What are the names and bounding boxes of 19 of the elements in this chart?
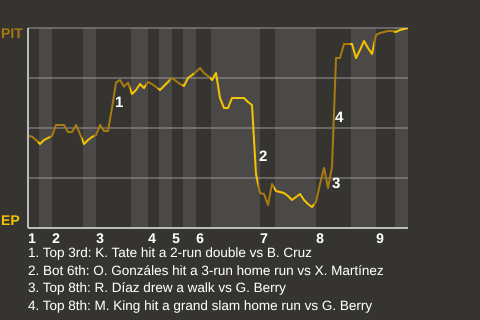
x-tick-label: 8 bbox=[316, 230, 324, 246]
x-tick-label: 3 bbox=[96, 230, 104, 246]
text: 3. Top 8th: R. Díaz drew a walk vs G. Berry bbox=[28, 279, 287, 296]
annotation: 4 bbox=[335, 109, 344, 126]
x-tick-label: 2 bbox=[52, 230, 60, 246]
annotation: 2 bbox=[259, 148, 268, 165]
text: 2. Bot 6th: O. Gonzáles hit a 3-run home run vs X. Martínez bbox=[28, 262, 384, 279]
x-tick-label: 4 bbox=[148, 230, 156, 246]
x-tick-label: 7 bbox=[260, 230, 268, 246]
x-tick-label: 9 bbox=[376, 230, 384, 246]
x-tick-label: 1 bbox=[28, 230, 36, 246]
x-tick-label: 6 bbox=[196, 230, 204, 246]
text: EP bbox=[1, 212, 20, 228]
text: PIT bbox=[1, 25, 23, 41]
text: 1. Top 3rd: K. Tate hit a 2-run double vs B. Cruz bbox=[28, 244, 313, 262]
x-tick-label: 5 bbox=[172, 230, 180, 246]
annotation: 3 bbox=[332, 175, 340, 192]
text: 4. Top 8th: M. King hit a grand slam home run vs G. Berry bbox=[28, 296, 374, 314]
annotation: 1 bbox=[115, 94, 124, 111]
